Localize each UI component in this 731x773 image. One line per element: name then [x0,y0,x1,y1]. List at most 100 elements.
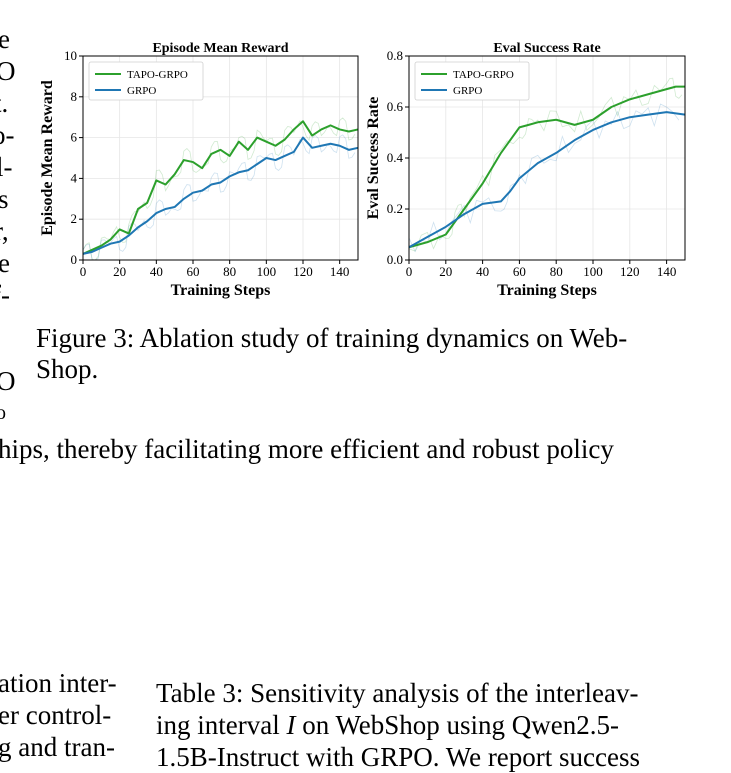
series-point [156,180,158,182]
series-point [174,174,176,176]
series-point [183,159,185,161]
left-fragment: o [0,402,6,424]
series-point [647,93,649,95]
series-point [574,139,576,141]
episode-reward-chart-svg: 0 20 40 60 80 100 120 140 0 2 4 6 8 10 Episode Mean Re… [39,41,359,299]
series-point [266,157,268,159]
series-point [192,192,194,194]
series-point [110,239,112,241]
series-point [110,243,112,245]
chart-title: Eval Success Rate [493,41,600,56]
series-point [302,120,304,122]
series-point [91,249,93,251]
episode-reward-chart: 0 20 40 60 80 100 120 140 0 2 4 6 8 10 Episode Mean Re… [36,34,362,302]
series-point [211,184,213,186]
x-tick-label: 20 [439,264,452,279]
series-point [348,131,350,133]
series-point [101,247,103,249]
x-tick-label: 0 [406,264,413,279]
table-caption-line: 1.5B-Instruct with GRPO. We report succe… [156,742,641,772]
bottom-left-fragment: ation inter- [0,668,117,698]
bottom-left-fragment: er control- [0,700,112,730]
legend-label: TAPO-GRPO [127,69,188,81]
series-point [220,149,222,151]
series-point [101,245,103,247]
series-point [266,141,268,143]
series-point [555,152,557,154]
series-point [555,119,557,121]
legend-label: GRPO [127,85,156,97]
series-point [427,236,429,238]
x-tick-label: 40 [150,264,163,279]
series-noise-tapo-grpo [408,77,683,252]
series-point [311,147,313,149]
series-point [146,202,148,204]
series-point [293,151,295,153]
series-point [537,162,539,164]
series-point [611,106,613,108]
series-point [509,190,511,192]
x-tick-label: 120 [293,264,313,279]
series-point [174,206,176,208]
x-tick-label: 0 [80,264,87,279]
body-text-line: hips, thereby facilitating more efficien… [0,434,614,464]
series-point [647,114,649,116]
series-point [247,169,249,171]
series-point [192,161,194,163]
x-tick-label: 80 [550,264,563,279]
y-axis-label: Eval Success Rate [365,97,382,220]
series-point [275,145,277,147]
series-point [629,99,631,101]
series-point [592,119,594,121]
x-tick-label: 20 [113,264,126,279]
figure-caption-line: Figure 3: Ablation study of training dyn… [36,323,628,353]
eval-success-chart-svg: 0 20 40 60 80 100 120 140 0.0 0.2 0.4 0.6 0.8 Eval Su… [365,41,686,299]
series-point [220,182,222,184]
y-tick-label: 6 [71,130,78,145]
series-point [165,184,167,186]
series-line-tapo-grpo [82,120,359,255]
left-fragment: t. [0,88,9,118]
x-tick-label: 80 [223,264,236,279]
x-axis-label: Training Steps [497,282,597,299]
series-point [201,167,203,169]
series-line-tapo-grpo [408,85,685,249]
series-noise-grpo [82,134,356,261]
series-point [275,159,277,161]
x-tick-label: 40 [476,264,489,279]
series-line-grpo [408,111,686,249]
x-tick-label: 100 [257,264,277,279]
figure-caption-line: Shop. [36,354,99,384]
figure-caption: Figure 3: Ablation study of training dyn… [36,323,696,385]
series-point [256,163,258,165]
series-point [284,139,286,141]
bottom-left-fragment: g and tran- [0,732,115,762]
series-point [482,203,484,205]
y-tick-label: 0.2 [387,201,403,216]
y-axis-label: Episode Mean Reward [39,80,56,236]
left-fragment: e [0,248,10,278]
series-point [256,137,258,139]
series-point [629,116,631,118]
series-point [574,124,576,126]
series-point [528,124,530,126]
series-point [211,153,213,155]
series-point [611,122,613,124]
series-noise-grpo [408,103,680,253]
series-point [330,143,332,145]
series-point [165,208,167,210]
series-point [463,213,465,215]
legend-label: TAPO-GRPO [453,69,514,81]
series-point [183,198,185,200]
series-point [348,149,350,151]
series-point [330,125,332,127]
series-point [311,135,313,137]
series-point [500,152,502,154]
series-point [666,88,668,90]
y-tick-label: 0.6 [387,99,404,114]
series-point [519,127,521,129]
series-point [247,149,249,151]
series-point [137,227,139,229]
x-tick-label: 60 [513,264,526,279]
plot-frame [82,55,359,261]
